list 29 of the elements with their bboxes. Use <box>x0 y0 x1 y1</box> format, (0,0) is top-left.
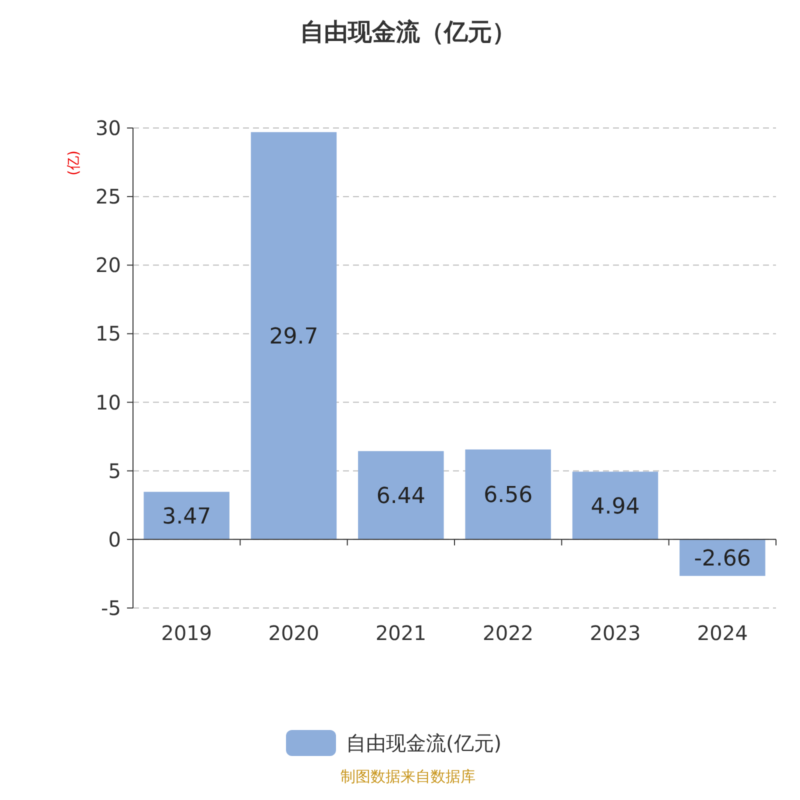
y-tick-label: 15 <box>96 322 121 346</box>
x-tick-label: 2023 <box>590 621 641 645</box>
bar <box>465 449 551 540</box>
y-tick-label: 10 <box>96 390 121 414</box>
data-label: 29.7 <box>269 324 318 350</box>
y-tick-label: -5 <box>101 596 121 620</box>
y-tick-label: 25 <box>96 184 121 209</box>
legend-label: 自由现金流(亿元) <box>346 731 502 755</box>
bar <box>572 472 658 540</box>
y-axis-title: (亿) <box>66 150 82 176</box>
y-tick-label: 0 <box>108 527 121 552</box>
data-label: 6.56 <box>484 483 533 508</box>
bar <box>250 132 337 540</box>
x-tick-label: 2020 <box>268 621 320 645</box>
x-tick-label: 2019 <box>161 621 212 645</box>
y-tick-label: 20 <box>96 253 121 278</box>
y-tick-label: 30 <box>96 116 121 140</box>
bar <box>358 451 444 540</box>
x-tick-label: 2022 <box>482 621 534 645</box>
data-label: 4.94 <box>590 494 640 520</box>
chart-title: 自由现金流（亿元） <box>300 18 516 46</box>
data-label: 6.44 <box>376 484 426 509</box>
x-tick-label: 2024 <box>696 621 748 645</box>
y-tick-label: 5 <box>108 458 121 483</box>
data-label: 3.47 <box>162 504 212 530</box>
bar <box>144 492 230 540</box>
text: 制图数据来自数据库 <box>340 767 476 786</box>
x-tick-label: 2021 <box>375 621 426 645</box>
data-label: -2.66 <box>694 546 751 572</box>
